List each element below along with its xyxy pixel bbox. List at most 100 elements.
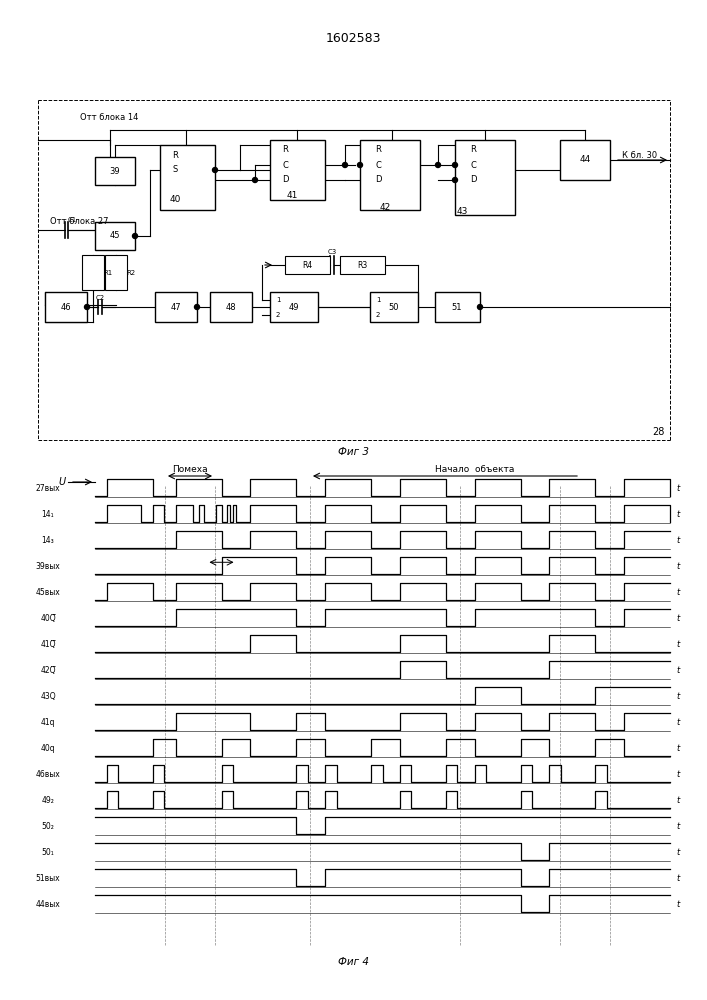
Text: 44вых: 44вых — [35, 900, 60, 909]
Circle shape — [132, 233, 137, 238]
Text: 39: 39 — [110, 166, 120, 176]
Text: Помеха: Помеха — [173, 464, 208, 474]
Circle shape — [452, 178, 457, 182]
Text: C: C — [470, 160, 476, 169]
Bar — [210, 292, 252, 322]
Circle shape — [477, 304, 482, 310]
Bar — [82, 255, 104, 290]
Bar — [270, 140, 325, 200]
Text: C2: C2 — [95, 295, 105, 301]
Text: t: t — [677, 874, 679, 883]
Text: U: U — [59, 477, 66, 487]
Text: 1: 1 — [375, 297, 380, 303]
Bar — [270, 292, 318, 322]
Text: 41: 41 — [286, 190, 298, 200]
Circle shape — [452, 162, 457, 167]
Text: 46: 46 — [61, 302, 71, 312]
Text: t: t — [677, 562, 679, 571]
Text: 43Q: 43Q — [40, 692, 56, 701]
Circle shape — [194, 304, 199, 310]
Text: Начало  объекта: Начало объекта — [436, 464, 515, 474]
Text: 50₁: 50₁ — [42, 848, 54, 857]
Text: t: t — [677, 718, 679, 727]
Circle shape — [358, 162, 363, 167]
Text: 39вых: 39вых — [35, 562, 60, 571]
Text: t: t — [677, 614, 679, 623]
Text: 51вых: 51вых — [35, 874, 60, 883]
Text: 45вых: 45вых — [35, 588, 60, 597]
Text: 2: 2 — [276, 312, 280, 318]
Text: R2: R2 — [127, 270, 136, 276]
Text: 50₂: 50₂ — [42, 822, 54, 831]
Text: 43: 43 — [456, 208, 468, 217]
Text: 14₁: 14₁ — [42, 510, 54, 519]
Text: R4: R4 — [302, 260, 312, 269]
Text: 14₃: 14₃ — [42, 536, 54, 545]
Text: 41q: 41q — [41, 718, 55, 727]
Text: C1: C1 — [67, 217, 76, 223]
Circle shape — [436, 162, 440, 167]
Text: D: D — [469, 176, 477, 184]
Text: C3: C3 — [327, 249, 337, 255]
Text: 49: 49 — [288, 302, 299, 312]
Bar — [455, 140, 515, 215]
Text: 50: 50 — [389, 302, 399, 312]
Text: t: t — [677, 848, 679, 857]
Text: 40: 40 — [169, 196, 181, 205]
Bar — [105, 255, 127, 290]
Circle shape — [213, 167, 218, 172]
Text: Фиг 4: Фиг 4 — [337, 957, 368, 967]
Text: t: t — [677, 900, 679, 909]
Text: 2: 2 — [376, 312, 380, 318]
Text: К бл. 30: К бл. 30 — [622, 150, 657, 159]
Bar — [155, 292, 197, 322]
Text: 40q: 40q — [41, 744, 55, 753]
Text: C: C — [375, 160, 381, 169]
Text: 48: 48 — [226, 302, 236, 312]
Text: 42: 42 — [380, 202, 391, 212]
Text: C: C — [282, 160, 288, 169]
Bar — [370, 292, 418, 322]
Text: 1602583: 1602583 — [325, 31, 381, 44]
Text: D: D — [282, 176, 288, 184]
Text: 41Q̅: 41Q̅ — [40, 640, 56, 649]
Text: R: R — [375, 145, 381, 154]
Text: 49₂: 49₂ — [42, 796, 54, 805]
Text: R1: R1 — [103, 270, 112, 276]
Text: 27вых: 27вых — [35, 484, 60, 493]
Bar — [560, 140, 610, 180]
Text: S: S — [173, 165, 177, 174]
Bar — [435, 292, 480, 322]
Text: t: t — [677, 510, 679, 519]
Bar — [95, 157, 135, 185]
Bar — [340, 256, 385, 274]
Text: 40Q̅: 40Q̅ — [40, 614, 56, 623]
Text: R: R — [470, 145, 476, 154]
Text: 51: 51 — [452, 302, 462, 312]
Text: t: t — [677, 666, 679, 675]
Text: 47: 47 — [170, 302, 181, 312]
Text: 28: 28 — [652, 427, 664, 437]
Circle shape — [85, 304, 90, 310]
Bar — [45, 292, 87, 322]
Text: Отт блока 27: Отт блока 27 — [50, 218, 108, 227]
Text: t: t — [677, 692, 679, 701]
Text: Фиг 3: Фиг 3 — [337, 447, 368, 457]
Text: 42Q̅: 42Q̅ — [40, 666, 56, 675]
Text: t: t — [677, 744, 679, 753]
Text: 46вых: 46вых — [35, 770, 60, 779]
Text: 1: 1 — [276, 297, 280, 303]
Bar — [160, 145, 215, 210]
Text: t: t — [677, 484, 679, 493]
Bar — [360, 140, 420, 210]
Circle shape — [252, 178, 257, 182]
Text: t: t — [677, 588, 679, 597]
Bar — [285, 256, 330, 274]
Text: 45: 45 — [110, 232, 120, 240]
Text: Отт блока 14: Отт блока 14 — [80, 113, 139, 122]
Text: t: t — [677, 822, 679, 831]
Text: D: D — [375, 176, 381, 184]
Text: R: R — [282, 145, 288, 154]
Text: t: t — [677, 640, 679, 649]
Circle shape — [342, 162, 348, 167]
